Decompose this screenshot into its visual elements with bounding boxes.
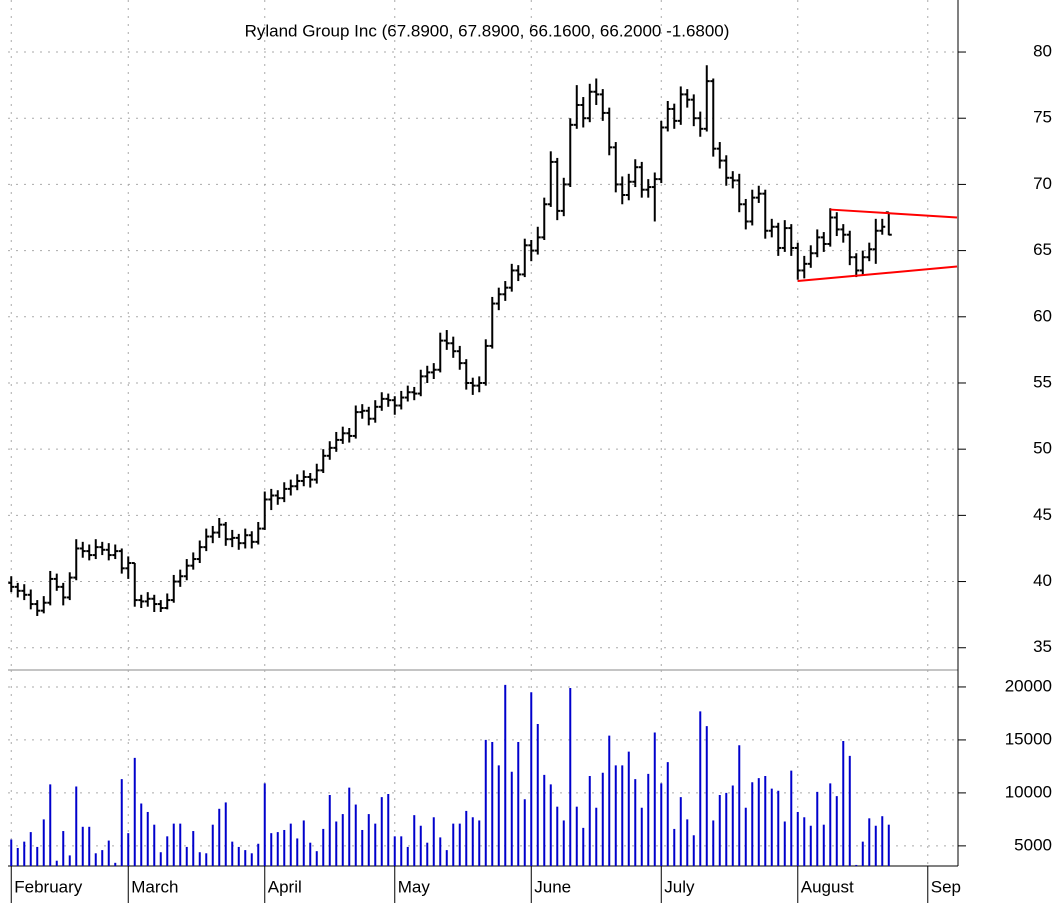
y-tick-label: 55 — [1033, 372, 1052, 391]
y-tick-label: 10000 — [1005, 782, 1052, 801]
x-tick-label: June — [534, 877, 571, 896]
y-tick-label: 75 — [1033, 108, 1052, 127]
y-tick-label: 70 — [1033, 174, 1052, 193]
y-tick-label: 40 — [1033, 571, 1052, 590]
trendline — [797, 265, 958, 283]
y-tick-label: 20000 — [1005, 676, 1052, 695]
y-tick-label: 50 — [1033, 439, 1052, 458]
x-tick-label: May — [398, 877, 431, 896]
y-tick-label: 35 — [1033, 637, 1052, 656]
x-tick-label: August — [801, 877, 854, 896]
x-tick-label: July — [664, 877, 695, 896]
x-tick-label: March — [131, 877, 178, 896]
y-tick-label: 15000 — [1005, 729, 1052, 748]
y-tick-label: 5000 — [1014, 835, 1052, 854]
x-tick-label: February — [14, 877, 83, 896]
x-tick-label: April — [268, 877, 302, 896]
y-tick-label: 80 — [1033, 42, 1052, 61]
chart-subtitle: Ryland Group Inc (67.8900, 67.8900, 66.1… — [245, 21, 730, 40]
x-tick-label: Sep — [931, 877, 961, 896]
y-tick-label: 65 — [1033, 240, 1052, 259]
y-tick-label: 45 — [1033, 505, 1052, 524]
trendline — [830, 208, 958, 219]
y-tick-label: 60 — [1033, 306, 1052, 325]
